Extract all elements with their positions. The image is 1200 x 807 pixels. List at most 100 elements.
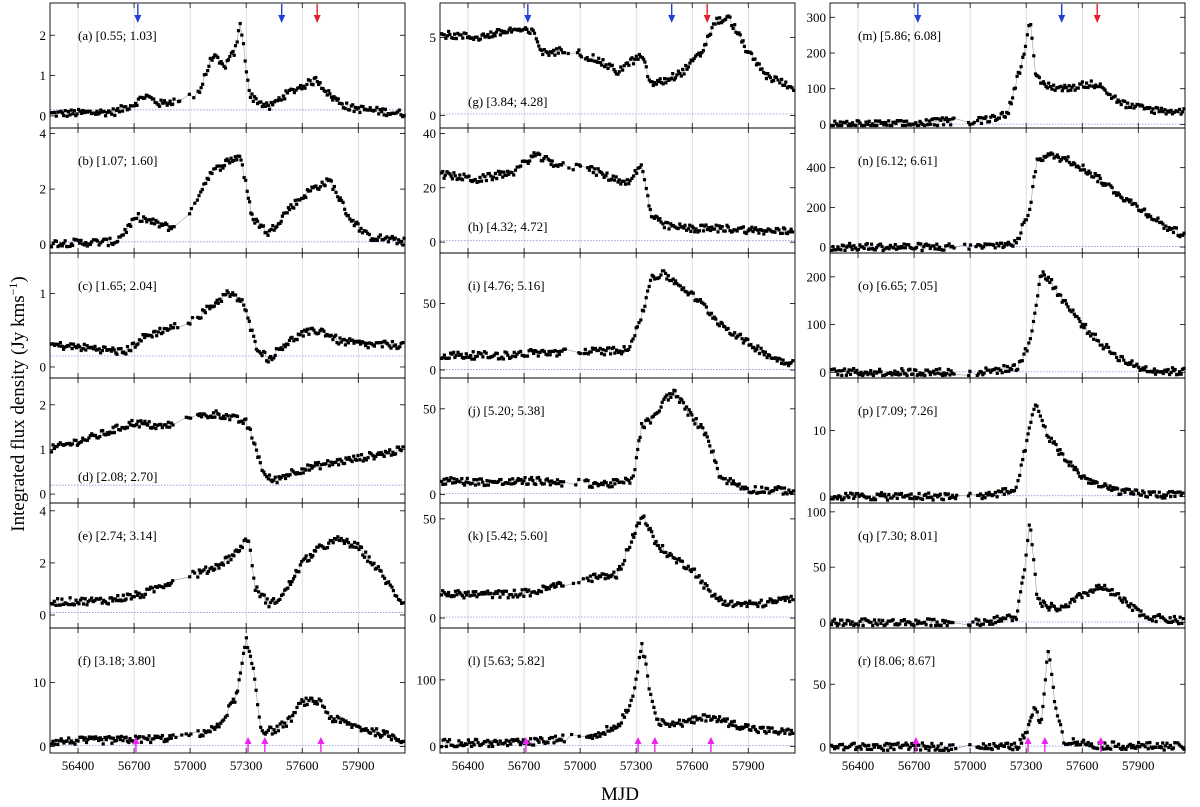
- data-point: [1120, 355, 1124, 359]
- data-point: [907, 747, 911, 751]
- data-point: [254, 448, 259, 452]
- data-point: [856, 745, 860, 749]
- data-point: [1023, 731, 1027, 735]
- data-point: [1013, 86, 1017, 90]
- data-point: [639, 318, 643, 322]
- data-point: [946, 492, 950, 496]
- data-point: [904, 623, 908, 627]
- data-point: [652, 216, 657, 220]
- y-tick-label: 1: [40, 286, 47, 301]
- data-point: [762, 353, 766, 357]
- data-point: [124, 105, 128, 109]
- data-point: [1032, 54, 1036, 58]
- data-point: [301, 334, 305, 338]
- data-point: [879, 370, 883, 374]
- data-point: [495, 591, 499, 595]
- data-point: [845, 119, 849, 123]
- data-point: [925, 744, 929, 749]
- data-point: [1096, 180, 1100, 184]
- data-point: [627, 478, 631, 483]
- data-point: [119, 347, 123, 351]
- data-point: [899, 746, 903, 750]
- data-point: [1035, 404, 1039, 408]
- y-tick-label: 0: [820, 615, 827, 630]
- data-point: [517, 740, 521, 744]
- data-point: [1081, 163, 1085, 167]
- data-point: [1077, 317, 1081, 321]
- data-point: [999, 742, 1003, 746]
- data-point: [682, 286, 686, 290]
- data-point: [1070, 163, 1074, 167]
- data-point: [269, 600, 273, 605]
- data-point: [490, 596, 495, 600]
- data-point: [1178, 615, 1182, 619]
- data-point: [325, 93, 329, 97]
- data-point: [922, 123, 927, 128]
- data-point: [131, 739, 135, 743]
- data-point: [756, 730, 760, 735]
- data-point: [1085, 477, 1089, 481]
- data-point: [928, 745, 932, 749]
- data-point: [875, 123, 879, 128]
- data-point: [757, 62, 761, 66]
- data-point: [377, 733, 381, 737]
- data-point: [731, 26, 735, 31]
- series-line: [51, 155, 405, 248]
- data-point: [1100, 181, 1104, 185]
- data-point: [168, 583, 172, 587]
- data-point: [686, 65, 690, 69]
- data-point: [971, 620, 975, 624]
- data-point: [113, 113, 117, 118]
- data-point: [503, 350, 507, 354]
- data-point: [887, 492, 891, 497]
- data-point: [124, 230, 128, 235]
- data-point: [902, 242, 906, 246]
- data-point: [67, 736, 71, 740]
- data-point: [694, 575, 698, 579]
- data-point: [475, 35, 479, 39]
- data-point: [538, 152, 542, 156]
- data-point: [106, 244, 110, 248]
- data-point: [861, 373, 865, 378]
- data-point: [642, 426, 646, 430]
- data-point: [867, 371, 871, 375]
- data-point: [342, 541, 346, 545]
- data-point: [1142, 368, 1146, 372]
- data-point: [577, 581, 581, 585]
- data-point: [386, 112, 390, 116]
- data-point: [121, 426, 125, 430]
- data-point: [1152, 490, 1157, 494]
- data-point: [663, 395, 667, 399]
- red-arrow-head: [1093, 15, 1101, 23]
- data-point: [646, 75, 650, 79]
- data-point: [878, 119, 882, 123]
- data-point: [768, 76, 773, 80]
- data-point: [1061, 605, 1065, 609]
- data-point: [1108, 93, 1112, 97]
- data-point: [507, 739, 511, 743]
- data-point: [330, 539, 334, 543]
- data-point: [439, 479, 444, 483]
- data-point: [1098, 176, 1102, 180]
- data-point: [889, 370, 893, 375]
- data-point: [566, 51, 570, 56]
- data-point: [266, 728, 270, 732]
- data-point: [281, 725, 285, 729]
- magenta-arrow-head: [244, 737, 252, 744]
- data-point: [350, 459, 354, 464]
- data-point: [1040, 274, 1044, 278]
- data-point: [547, 479, 551, 483]
- data-point: [269, 354, 273, 359]
- data-point: [1014, 241, 1018, 245]
- data-point: [1058, 448, 1062, 452]
- data-point: [561, 480, 566, 484]
- data-point: [1123, 597, 1127, 601]
- data-point: [601, 172, 605, 176]
- data-point: [1159, 220, 1163, 224]
- data-point: [657, 80, 661, 84]
- data-point: [226, 159, 230, 163]
- data-point: [168, 734, 172, 738]
- data-point: [718, 595, 722, 599]
- data-point: [100, 110, 104, 114]
- data-point: [778, 81, 782, 85]
